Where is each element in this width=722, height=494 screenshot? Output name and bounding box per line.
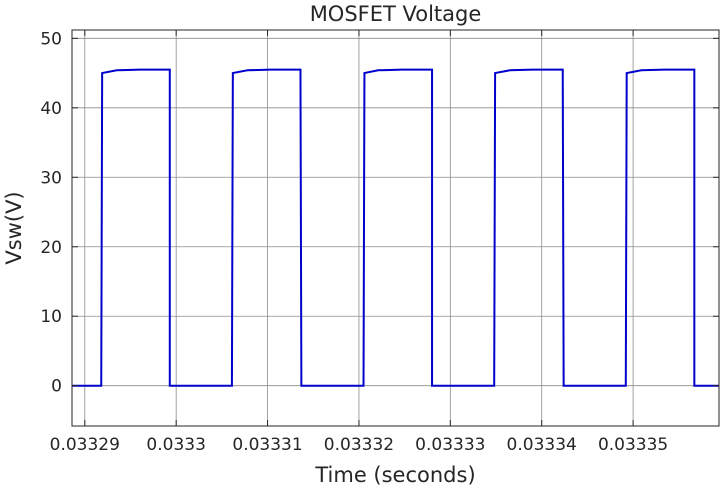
axes-box: [71, 29, 720, 427]
x-tick-label: 0.03334: [507, 435, 577, 455]
x-tick-label: 0.03331: [232, 435, 302, 455]
x-tick-label: 0.03333: [415, 435, 485, 455]
grid: [72, 30, 719, 426]
y-tick-label: 30: [40, 168, 62, 188]
y-tick-label: 0: [51, 377, 62, 397]
y-tick-label: 10: [40, 307, 62, 327]
x-tick-label: 0.03332: [324, 435, 394, 455]
chart-title: MOSFET Voltage: [310, 2, 482, 26]
series-line-vsw: [72, 68, 719, 387]
x-axis-label: Time (seconds): [314, 463, 475, 487]
x-tick-label: 0.0333: [146, 435, 205, 455]
x-tick-label: 0.03335: [598, 435, 668, 455]
x-tick-label: 0.03329: [50, 435, 120, 455]
y-axis-label: Vsw(V): [2, 191, 26, 264]
y-tick-label: 40: [40, 99, 62, 119]
y-tick-label: 50: [40, 29, 62, 49]
ticks: 0.03329 0.0333 0.03331 0.03332 0.03333 0.0333…: [40, 29, 719, 455]
y-tick-label: 20: [40, 238, 62, 258]
series-layer: [72, 68, 719, 387]
